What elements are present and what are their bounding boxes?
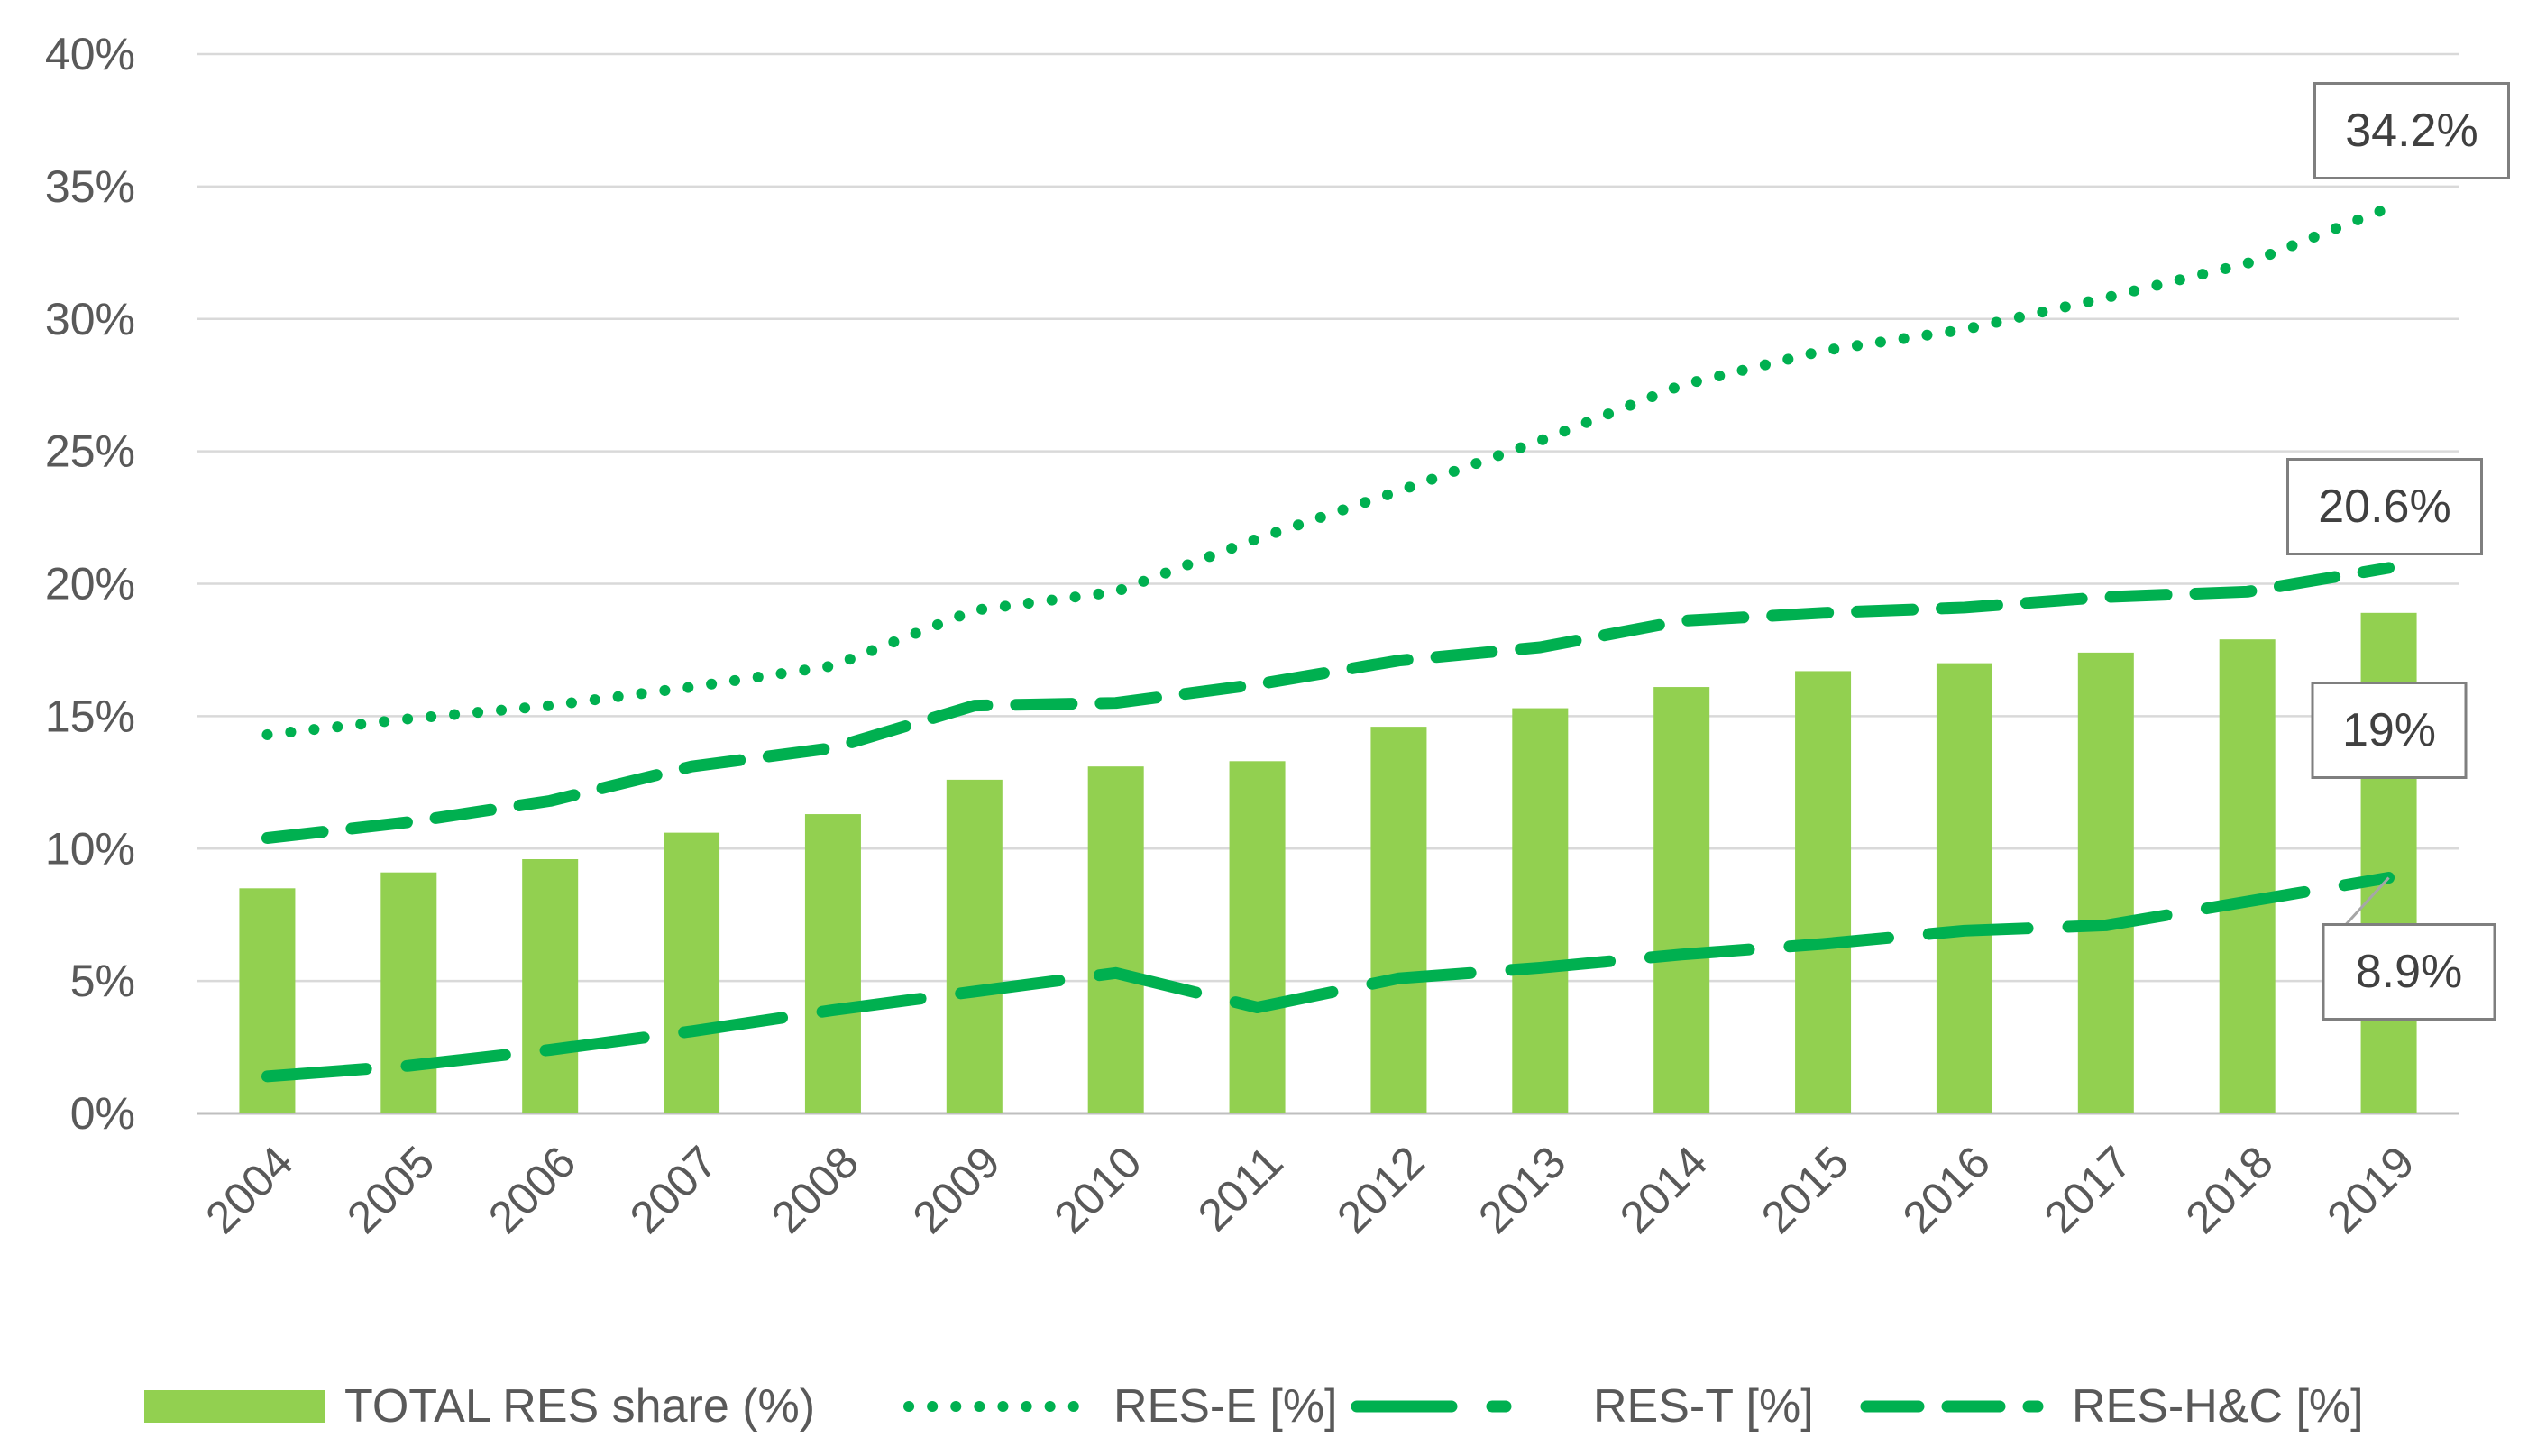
line-res-e [261, 202, 2395, 740]
bar-2017 [2077, 652, 2134, 1113]
x-tick-label-2019: 2019 [2317, 1137, 2423, 1243]
data-label-box-3 [2322, 923, 2496, 1021]
y-tick-label-15: 15% [45, 691, 135, 741]
x-tick-label-2011: 2011 [1188, 1137, 1293, 1241]
x-axis-tick-labels: 2004 2005 2006 2007 2008 2009 2010 2011 2012 2013… [196, 1137, 2423, 1243]
line-series [261, 202, 2395, 1083]
data-label-leader-3 [2344, 876, 2390, 926]
y-tick-label-40: 40% [45, 29, 135, 79]
x-tick-label-2018: 2018 [2176, 1137, 2283, 1243]
bar-2016 [1936, 663, 1992, 1113]
x-tick-label-2010: 2010 [1045, 1137, 1151, 1243]
legend-label-res-e: RES-E [%] [1113, 1380, 1338, 1433]
x-tick-label-2017: 2017 [2035, 1137, 2141, 1243]
legend-swatch-total-res-share [144, 1390, 325, 1423]
bar-2006 [522, 859, 579, 1113]
x-tick-label-2012: 2012 [1327, 1137, 1433, 1243]
legend-label-res-h-c: RES-H&C [%] [2072, 1380, 2364, 1433]
x-tick-label-2014: 2014 [1610, 1137, 1717, 1243]
bar-2018 [2219, 639, 2276, 1113]
data-label-0: 34.2% [2345, 105, 2477, 157]
legend: TOTAL RES share (%) RES-E [%] RES-T [%] RES… [144, 1380, 2364, 1433]
line-res-h-c [261, 562, 2395, 844]
y-tick-label-35: 35% [45, 161, 135, 212]
data-label-box-0 [2313, 82, 2510, 179]
data-label-box-1 [2286, 458, 2483, 555]
bar-2013 [1512, 708, 1569, 1113]
x-tick-label-2005: 2005 [337, 1137, 444, 1243]
bar-2015 [1795, 671, 1852, 1113]
legend-label-total-res-share: TOTAL RES share (%) [344, 1380, 815, 1433]
bar-2009 [946, 779, 1003, 1113]
line-res-t [261, 872, 2395, 1083]
y-tick-label-10: 10% [45, 823, 135, 874]
bar-series [239, 612, 2417, 1113]
x-tick-label-2009: 2009 [903, 1137, 1010, 1243]
bar-2014 [1653, 687, 1710, 1113]
bar-2008 [804, 814, 861, 1113]
legend-label-res-t: RES-T [%] [1593, 1380, 1814, 1433]
data-label-1: 20.6% [2318, 481, 2450, 533]
x-tick-label-2013: 2013 [1469, 1137, 1575, 1243]
data-label-box-2 [2311, 682, 2468, 779]
y-tick-label-5: 5% [70, 956, 135, 1006]
bar-2005 [380, 872, 437, 1113]
y-axis-tick-labels: 0% 5% 10% 15% 20% 25% 30% 35% 40% [45, 29, 135, 1139]
x-tick-label-2015: 2015 [1752, 1137, 1858, 1243]
y-tick-label-30: 30% [45, 294, 135, 344]
data-labels: 34.2% 20.6% 19% 8.9% [2286, 82, 2510, 1021]
y-tick-label-25: 25% [45, 426, 135, 477]
data-label-2: 19% [2342, 704, 2436, 756]
x-tick-label-2008: 2008 [762, 1137, 868, 1243]
bar-2012 [1370, 727, 1427, 1113]
bar-2007 [664, 832, 720, 1113]
x-tick-label-2016: 2016 [1893, 1137, 2000, 1243]
data-label-3: 8.9% [2356, 946, 2463, 998]
x-tick-label-2004: 2004 [196, 1137, 302, 1243]
y-tick-label-20: 20% [45, 559, 135, 609]
x-tick-label-2006: 2006 [479, 1137, 585, 1243]
y-tick-label-0: 0% [70, 1088, 135, 1139]
bar-2011 [1229, 761, 1286, 1113]
bar-2010 [1087, 766, 1144, 1113]
x-tick-label-2007: 2007 [620, 1137, 727, 1243]
